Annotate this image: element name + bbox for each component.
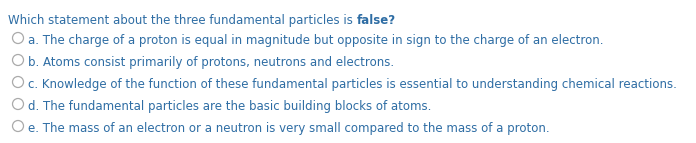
Text: d. The fundamental particles are the basic building blocks of atoms.: d. The fundamental particles are the bas… (29, 100, 432, 113)
Text: c. Knowledge of the function of these fundamental particles is essential to unde: c. Knowledge of the function of these fu… (29, 78, 677, 91)
Text: false?: false? (356, 14, 396, 27)
Text: Which statement about the three fundamental particles is: Which statement about the three fundamen… (8, 14, 356, 27)
Text: a. The charge of a proton is equal in magnitude but opposite in sign to the char: a. The charge of a proton is equal in ma… (29, 34, 604, 47)
Text: b. Atoms consist primarily of protons, neutrons and electrons.: b. Atoms consist primarily of protons, n… (29, 56, 395, 69)
Text: e. The mass of an electron or a neutron is very small compared to the mass of a : e. The mass of an electron or a neutron … (29, 122, 550, 135)
